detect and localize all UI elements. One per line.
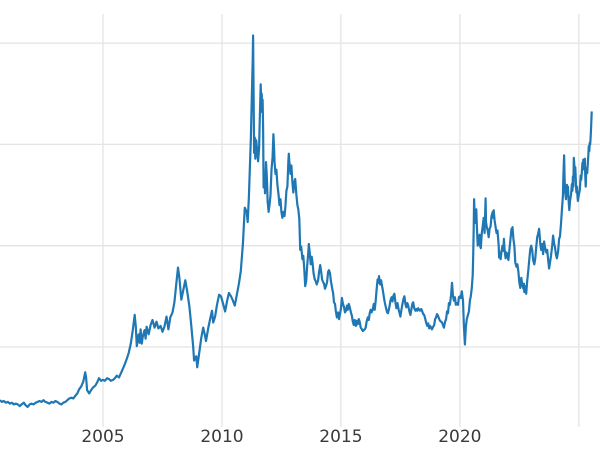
x-tick-label-2015: 2015: [319, 427, 363, 447]
price-line-series: [0, 34, 593, 408]
x-tick-label-2010: 2010: [200, 427, 244, 447]
x-tick-label-2020: 2020: [438, 427, 482, 447]
x-tick-label-2005: 2005: [81, 427, 125, 447]
